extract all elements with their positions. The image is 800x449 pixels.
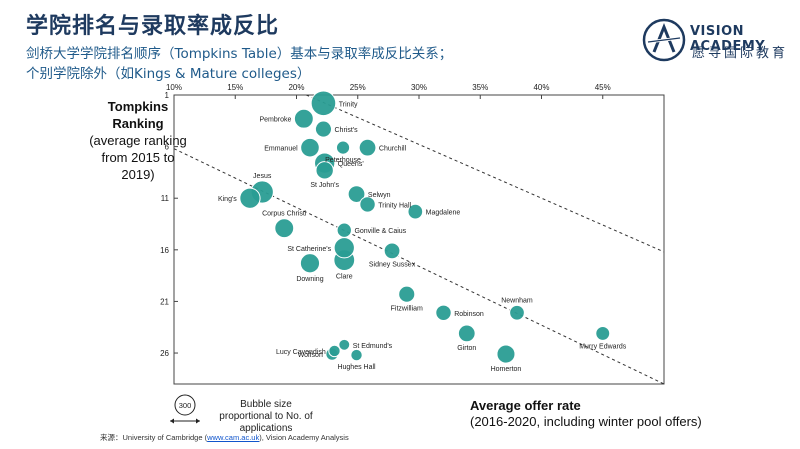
bubble-christ-s (314, 120, 333, 138)
y-axis-label: Tompkins Ranking (average ranking from 2… (88, 98, 188, 183)
bubble-emmanuel (300, 137, 320, 158)
y-tick-label: 6 (165, 143, 170, 152)
bubble-label: Hughes Hall (337, 364, 376, 371)
source-link[interactable]: www.cam.ac.uk (207, 433, 260, 442)
bubble-label: Robinson (454, 311, 484, 318)
x-axis-label-bold: Average offer rate (470, 398, 581, 413)
brand-chinese: 愿寻国际教育 (692, 46, 789, 61)
bubble-churchill (358, 138, 377, 157)
bubble-pembroke (293, 108, 314, 129)
y-tick-label: 11 (161, 194, 170, 203)
bubble-newnham (509, 304, 525, 321)
x-axis-label: Average offer rate (2016-2020, including… (470, 398, 702, 430)
y-axis-label-bold: Tompkins Ranking (107, 99, 169, 131)
x-tick-label: 10% (166, 83, 182, 92)
y-tick-label: 26 (160, 349, 169, 358)
bubble-lucy-cavendish (328, 344, 341, 358)
bubble-corpus-christi (274, 218, 295, 239)
bubble-girton (457, 324, 476, 343)
legend-bubble (174, 394, 196, 416)
bubble-label: Corpus Christi (262, 211, 307, 218)
bubble-magdalene (407, 203, 424, 220)
bubble-label: Gonville & Caius (354, 228, 406, 235)
legend-arrow-head-left (170, 418, 174, 424)
bubble-st-edmund-s (338, 338, 351, 351)
page-title: 学院排名与录取率成反比 (26, 14, 280, 39)
bubble-sidney-sussex (383, 242, 401, 260)
bubble-gonville-caius (336, 222, 352, 238)
bubble-st-john-s (315, 161, 334, 180)
bubble-hughes-hall (350, 348, 363, 362)
plot-frame (173, 94, 665, 385)
bubble-label: Emmanuel (264, 146, 298, 153)
bubble-label: Girton (457, 345, 476, 352)
brand-logo-icon (642, 18, 686, 62)
bubble-label: Homerton (491, 366, 522, 373)
bubble-label: Trinity Hall (378, 202, 411, 209)
bubble-label: St Edmund's (353, 343, 393, 350)
bubble-label: Churchill (379, 146, 407, 153)
subtitle-line-1: 剑桥大学学院排名顺序（Tompkins Table）基本与录取率成反比关系； (26, 46, 453, 62)
bubble-label: St Catherine's (287, 246, 331, 253)
x-tick-label: 25% (350, 83, 366, 92)
bubble-trinity (310, 90, 337, 117)
bubble-label: Magdalene (426, 210, 461, 217)
legend-text: Bubble size proportional to No. of appli… (219, 399, 313, 434)
bubble-label: Pembroke (259, 117, 291, 124)
subtitle-line-2: 个别学院除外（如Kings & Mature colleges） (26, 66, 311, 82)
trend-line (306, 95, 664, 253)
x-tick-label: 45% (595, 83, 611, 92)
bubble-peterhouse (335, 140, 351, 155)
bubble-selwyn (347, 185, 366, 203)
bubble-fitzwilliam (398, 285, 416, 303)
bubble-label: Trinity (339, 101, 358, 108)
legend-arrow-head-right (196, 418, 200, 424)
bubble-label: Clare (336, 274, 353, 281)
x-tick-label: 35% (472, 83, 488, 92)
x-tick-label: 40% (533, 83, 549, 92)
bubble-label: Lucy Cavendish (276, 349, 326, 356)
bubble-label: Jesus (253, 173, 272, 180)
x-tick-label: 15% (227, 83, 243, 92)
bubble-label: Fitzwilliam (391, 305, 423, 312)
bubble-label: Christ's (335, 127, 359, 134)
bubble-label: Downing (296, 276, 323, 283)
brand-name: VISION ACADEMY (690, 24, 766, 54)
y-axis-label-detail: (average ranking from 2015 to 2019) (89, 133, 187, 182)
bubble-label: Murry Edwards (579, 343, 627, 350)
legend-bubble-label: 300 (179, 401, 192, 410)
bubble-label: Newnham (501, 297, 533, 304)
bubble-label: King's (218, 196, 237, 203)
bubble-trinity-hall (359, 196, 376, 213)
x-tick-label: 30% (411, 83, 427, 92)
bubble-label: Sidney Sussex (369, 262, 416, 269)
bubble-king-s (239, 187, 261, 209)
bubble-label: Selwyn (368, 192, 391, 199)
bubble-label: Peterhouse (325, 157, 361, 164)
bubble-homerton (496, 344, 516, 364)
bubble-downing (299, 253, 321, 274)
y-tick-label: 16 (160, 246, 169, 255)
bubble-label: Queens' (338, 161, 364, 168)
bubble-robinson (435, 304, 452, 321)
x-tick-label: 20% (288, 83, 304, 92)
bubble-st-catherine-s (333, 237, 355, 259)
bubble-murry-edwards (595, 325, 611, 341)
y-tick-label: 1 (165, 91, 170, 100)
source-text-2: ), Vision Academy Analysis (259, 433, 349, 442)
bubble-label: Wolfson (298, 352, 323, 359)
bubble-label: St John's (310, 182, 339, 189)
x-axis-label-detail: (2016-2020, including winter pool offers… (470, 414, 702, 429)
source-note: 来源：University of Cambridge (www.cam.ac.u… (100, 432, 349, 443)
source-prefix: 来源： (100, 433, 123, 442)
source-text-1: University of Cambridge ( (122, 433, 208, 442)
y-tick-label: 21 (160, 297, 169, 306)
